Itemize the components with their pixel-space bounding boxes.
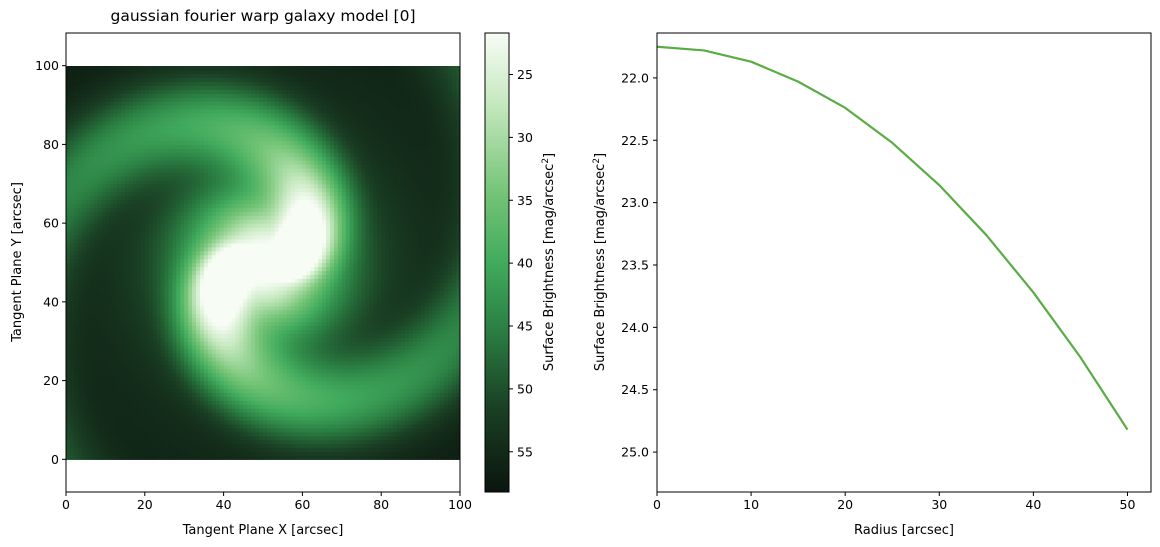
heatmap-y-tick-label: 80: [43, 137, 59, 152]
colorbar-tick-label: 40: [517, 256, 533, 271]
profile-series: [656, 45, 1129, 431]
profile-y-tick-label: 23.0: [621, 195, 649, 210]
heatmap-y-tick-label: 20: [43, 373, 59, 388]
colorbar-tick-label: 55: [517, 444, 533, 459]
profile-y-ticks: 22.0 22.5 23.0 23.5 24.0 24.5 25.0: [621, 70, 657, 460]
heatmap-x-tick-label: 20: [137, 497, 153, 512]
profile-y-tick-label: 22.0: [621, 70, 649, 85]
heatmap-y-tick-label: 100: [35, 58, 59, 73]
heatmap-title: gaussian fourier warp galaxy model [0]: [110, 7, 415, 25]
profile-axes-frame: [656, 32, 1152, 493]
profile-panel: 22.0 22.5 23.0 23.5 24.0 24.5 25.0 0 10 20 30 40 50…: [592, 32, 1152, 538]
heatmap-y-tick-label: 40: [43, 294, 59, 309]
colorbar-ticks: 25 30 35 40 45 50 55: [509, 67, 533, 459]
heatmap-x-tick-label: 60: [294, 497, 310, 512]
heatmap-y-tick-label: 0: [51, 452, 59, 467]
heatmap-panel: gaussian fourier warp galaxy model [0] 0…: [10, 7, 472, 538]
heatmap-x-axis-label: Tangent Plane X [arcsec]: [182, 523, 344, 538]
heatmap-x-tick-label: 100: [448, 497, 472, 512]
heatmap-y-tick-label: 60: [43, 216, 59, 231]
profile-x-tick-label: 40: [1025, 497, 1041, 512]
profile-x-tick-label: 30: [931, 497, 947, 512]
profile-x-axis-label: Radius [arcsec]: [854, 523, 954, 538]
profile-x-tick-label: 20: [837, 497, 853, 512]
colorbar-label: Surface Brightness [mag/arcsec2]: [541, 153, 557, 371]
colorbar-tick-label: 35: [517, 193, 533, 208]
heatmap-image: [66, 66, 460, 460]
profile-line: [656, 45, 1129, 431]
profile-y-tick-label: 24.0: [621, 320, 649, 335]
colorbar-tick-label: 25: [517, 67, 533, 82]
colorbar-gradient: [484, 32, 510, 493]
profile-y-tick-label: 23.5: [621, 257, 649, 272]
colorbar-tick-label: 50: [517, 381, 533, 396]
heatmap-y-axis-label: Tangent Plane Y [arcsec]: [10, 182, 25, 343]
profile-y-tick-label: 25.0: [621, 445, 649, 460]
heatmap-x-tick-label: 80: [373, 497, 389, 512]
profile-y-tick-label: 22.5: [621, 133, 649, 148]
colorbar-tick-label: 45: [517, 319, 533, 334]
colorbar-tick-label: 30: [517, 130, 533, 145]
profile-x-tick-label: 50: [1120, 497, 1136, 512]
heatmap-axes-frame: [65, 32, 461, 493]
heatmap-y-ticks: 0 20 40 60 80 100: [35, 58, 66, 467]
heatmap-x-ticks: 0 20 40 60 80 100: [62, 492, 472, 512]
profile-x-tick-label: 0: [653, 497, 661, 512]
heatmap-x-tick-label: 40: [216, 497, 232, 512]
heatmap-x-tick-label: 0: [62, 497, 70, 512]
colorbar: 25 30 35 40 45 50 55 Surface Brightness [mag/a…: [484, 32, 557, 493]
profile-y-axis-label: Surface Brightness [mag/arcsec2]: [592, 153, 608, 371]
profile-x-tick-label: 10: [743, 497, 759, 512]
profile-x-ticks: 0 10 20 30 40 50: [653, 492, 1135, 512]
profile-y-tick-label: 24.5: [621, 382, 649, 397]
